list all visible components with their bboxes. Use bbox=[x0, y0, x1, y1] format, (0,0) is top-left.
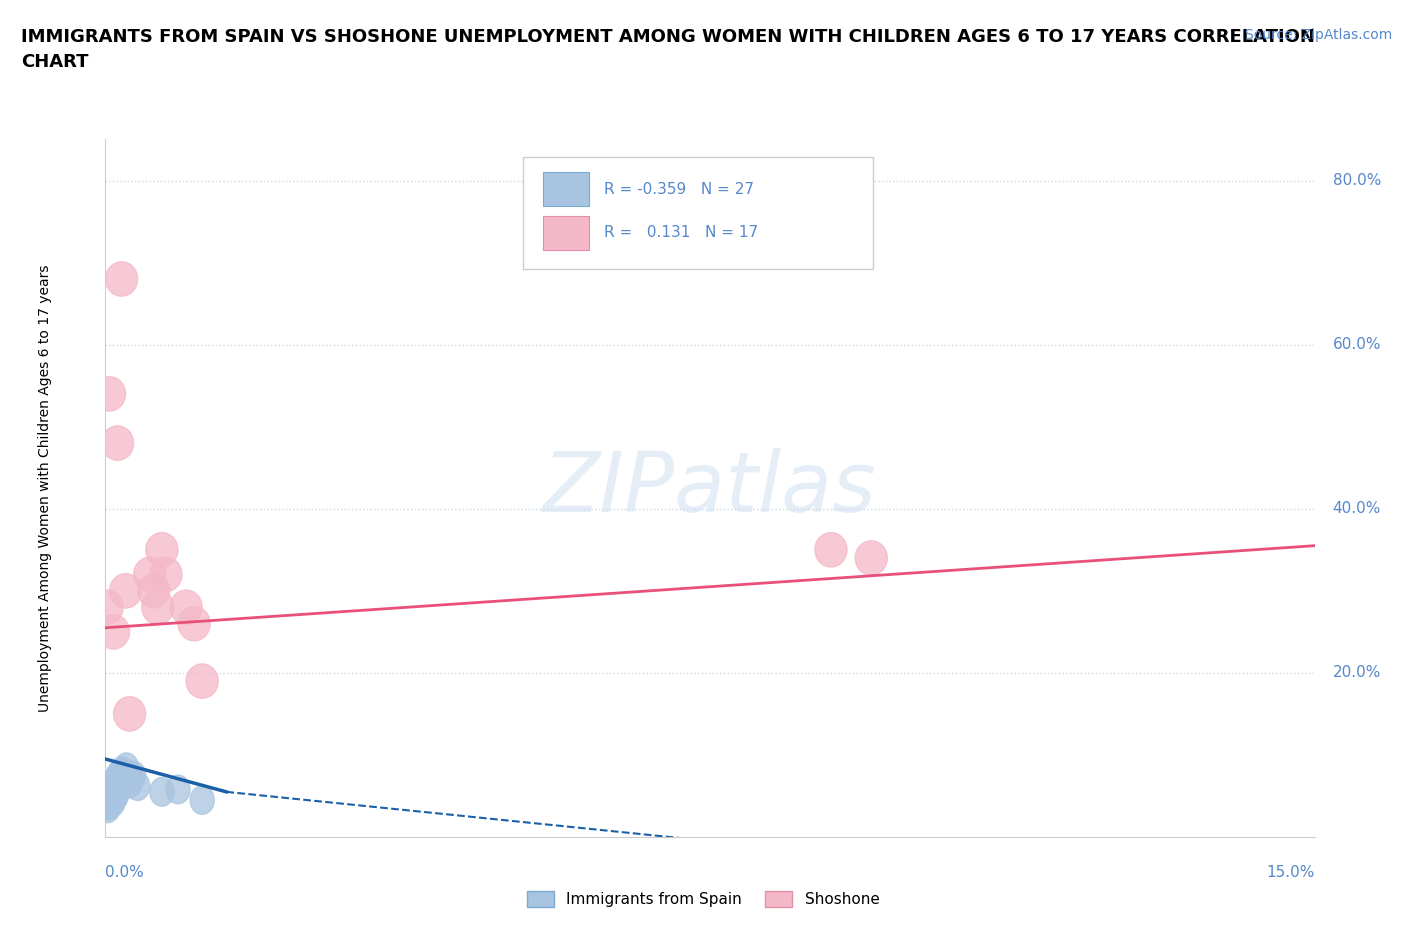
Ellipse shape bbox=[100, 777, 124, 806]
Ellipse shape bbox=[125, 772, 150, 801]
Ellipse shape bbox=[114, 697, 146, 731]
Ellipse shape bbox=[134, 557, 166, 591]
Text: 0.0%: 0.0% bbox=[105, 865, 145, 880]
Ellipse shape bbox=[146, 533, 179, 567]
Text: Unemployment Among Women with Children Ages 6 to 17 years: Unemployment Among Women with Children A… bbox=[38, 264, 52, 712]
Text: R =   0.131   N = 17: R = 0.131 N = 17 bbox=[603, 225, 758, 241]
Ellipse shape bbox=[179, 606, 211, 641]
Ellipse shape bbox=[97, 791, 121, 820]
Ellipse shape bbox=[91, 590, 124, 624]
Ellipse shape bbox=[114, 753, 139, 781]
Text: 40.0%: 40.0% bbox=[1333, 501, 1381, 516]
Ellipse shape bbox=[120, 765, 143, 794]
Ellipse shape bbox=[108, 767, 132, 795]
Ellipse shape bbox=[170, 590, 202, 624]
Text: R = -0.359   N = 27: R = -0.359 N = 27 bbox=[603, 181, 754, 196]
Text: Source: ZipAtlas.com: Source: ZipAtlas.com bbox=[1244, 28, 1392, 42]
Ellipse shape bbox=[110, 757, 134, 786]
Text: 15.0%: 15.0% bbox=[1267, 865, 1315, 880]
Ellipse shape bbox=[186, 664, 218, 698]
Ellipse shape bbox=[98, 774, 122, 802]
Ellipse shape bbox=[103, 783, 127, 812]
Ellipse shape bbox=[855, 540, 887, 576]
Ellipse shape bbox=[190, 786, 214, 815]
Ellipse shape bbox=[105, 775, 129, 804]
Ellipse shape bbox=[97, 781, 121, 810]
Legend: Immigrants from Spain, Shoshone: Immigrants from Spain, Shoshone bbox=[520, 884, 886, 913]
Ellipse shape bbox=[101, 769, 125, 798]
Ellipse shape bbox=[815, 533, 846, 567]
Text: IMMIGRANTS FROM SPAIN VS SHOSHONE UNEMPLOYMENT AMONG WOMEN WITH CHILDREN AGES 6 : IMMIGRANTS FROM SPAIN VS SHOSHONE UNEMPL… bbox=[21, 28, 1315, 71]
Text: ZIPatlas: ZIPatlas bbox=[543, 447, 877, 529]
Ellipse shape bbox=[96, 794, 120, 823]
Ellipse shape bbox=[150, 557, 181, 591]
Text: 20.0%: 20.0% bbox=[1333, 665, 1381, 681]
Ellipse shape bbox=[98, 786, 124, 815]
Ellipse shape bbox=[101, 788, 125, 817]
FancyBboxPatch shape bbox=[543, 217, 589, 250]
Text: 80.0%: 80.0% bbox=[1333, 173, 1381, 188]
Ellipse shape bbox=[97, 615, 129, 649]
Ellipse shape bbox=[142, 590, 174, 624]
Ellipse shape bbox=[166, 775, 190, 804]
Ellipse shape bbox=[138, 574, 170, 608]
Ellipse shape bbox=[101, 426, 134, 460]
Ellipse shape bbox=[93, 377, 125, 411]
Text: 60.0%: 60.0% bbox=[1333, 338, 1381, 352]
Ellipse shape bbox=[104, 780, 129, 809]
Ellipse shape bbox=[96, 790, 120, 818]
Ellipse shape bbox=[118, 769, 142, 798]
Ellipse shape bbox=[150, 777, 174, 806]
Ellipse shape bbox=[104, 765, 128, 794]
Ellipse shape bbox=[112, 759, 136, 788]
FancyBboxPatch shape bbox=[543, 172, 589, 206]
FancyBboxPatch shape bbox=[523, 157, 873, 269]
Ellipse shape bbox=[110, 574, 142, 608]
Ellipse shape bbox=[107, 761, 131, 790]
Ellipse shape bbox=[111, 764, 135, 792]
Ellipse shape bbox=[107, 772, 131, 801]
Ellipse shape bbox=[105, 261, 138, 297]
Ellipse shape bbox=[121, 761, 146, 790]
